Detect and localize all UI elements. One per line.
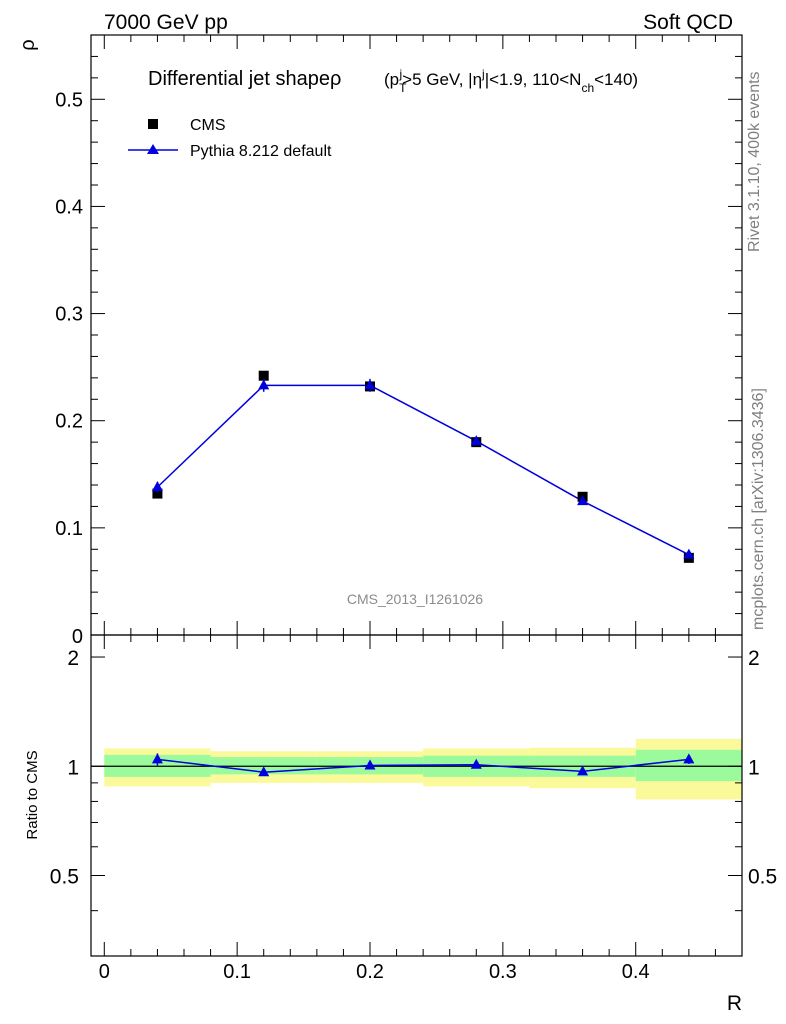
ratio-y-tick-label-left: 1 [67,756,79,779]
rivet-label: Rivet 3.1.10, 400k events [746,71,763,252]
ratio-frame [90,634,743,957]
main-y-tick-label: 0.1 [55,518,83,540]
ratio-pythia-point [470,758,482,769]
ratio-pythia-line [157,758,689,773]
main-y-zero-label: 0 [72,626,83,648]
chart-title-cuts: (pTj>5 GeV, |ηj|<1.9, 110<Nch<140) [384,67,638,95]
legend-marker-cms [148,119,158,129]
header-left: 7000 GeV pp [104,11,228,34]
ratio-plot-frame [90,634,743,957]
mcplots-label: mcplots.cern.ch [arXiv:1306.3436] [750,388,767,630]
main-plot-frame [90,34,743,636]
legend-label-pythia: Pythia 8.212 default [190,143,332,160]
pythia-point [364,379,376,390]
legend: CMS Pythia 8.212 default [128,117,332,160]
pythia-point [683,548,695,559]
pythia-point [258,379,270,390]
x-tick-label: 0.4 [622,961,650,983]
ratio-pythia-point [577,765,589,776]
pythia-point [577,495,589,506]
cms-point [152,488,163,499]
cuts-part-1: T [399,81,407,95]
cuts-part-4: j [481,67,485,81]
ratio-y-tick-label-left: 2 [67,647,79,670]
cuts-part-2: j [398,67,402,81]
ratio-pythia-point [151,753,163,764]
pythia-point [151,481,163,492]
header-right: Soft QCD [643,11,733,34]
main-y-tick-label: 0.2 [55,411,83,433]
x-tick-label: 0.2 [356,961,384,983]
x-tick-label: 0 [99,961,110,983]
main-frame [90,34,743,636]
y-axis-label-main: ρ [17,39,39,50]
legend-label-cms: CMS [190,117,226,134]
main-series [151,370,695,563]
ratio-pythia-point [258,766,270,777]
ratio-pythia-point [683,753,695,764]
pythia-line [156,384,690,556]
cuts-part-6: ch [581,81,594,95]
main-y-tick-label: 0.3 [55,304,83,326]
x-tick-label: 0.1 [223,961,251,983]
main-y-tick-label: 0.5 [55,89,83,111]
cuts-part-0: (p [384,70,399,89]
ratio-y-tick-label-right: 0.5 [748,865,777,888]
chart-title-rho: ρ [330,68,341,90]
ratio-bands [91,738,742,800]
ratio-y-tick-label-right: 2 [748,647,760,670]
legend-marker-pythia [147,144,159,154]
y-axis-label-ratio: Ratio to CMS [24,750,41,839]
ratio-series [151,753,695,777]
main-y-tick-label: 0.4 [55,196,83,218]
chart-title-main: Differential jet shape [148,68,330,90]
cuts-part-7: <140) [594,70,638,89]
ratio-y-tick-label-right: 1 [748,756,760,779]
chart-title: Differential jet shapeρ [148,68,341,90]
x-tick-label: 0.3 [489,961,517,983]
main-ticks: 0.1 0.2 0.3 0.4 0.5 0 [55,35,742,648]
cuts-part-3: >5 GeV, |η [402,70,482,89]
ratio-y-tick-label-left: 0.5 [50,865,79,888]
ratio-pythia-point [364,759,376,770]
cms-point [258,370,269,381]
analysis-watermark: CMS_2013_I1261026 [347,591,483,607]
ratio-ticks: 0.5 0.5 1 1 2 2 0 0.1 0.2 0.3 0.4 [50,635,777,983]
pythia-point [470,435,482,446]
cuts-part-5: |<1.9, 110<N [485,70,582,89]
x-axis-label: R [727,992,742,1015]
